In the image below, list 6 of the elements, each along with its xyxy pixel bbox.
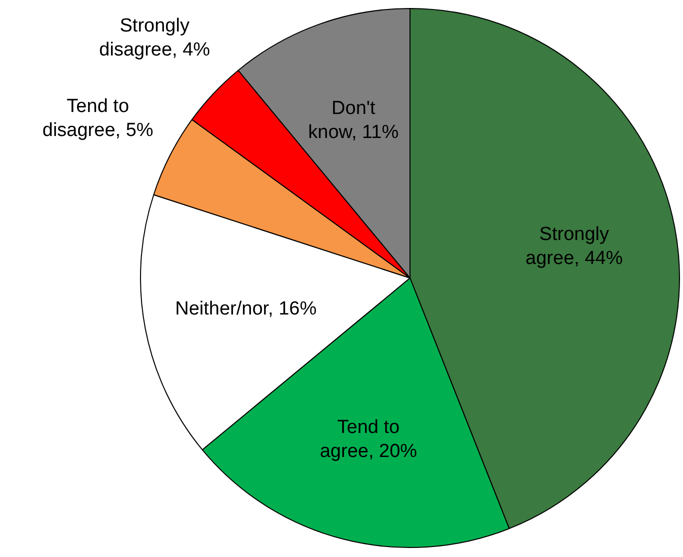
slice-label: Strongly agree, 44%: [526, 224, 623, 269]
slice-label: Tend to agree, 20%: [320, 417, 418, 462]
slice-label: Tend to disagree, 5%: [42, 96, 154, 142]
slice-label: Strongly disagree, 4%: [99, 15, 210, 60]
slice-label: Don't know, 11%: [308, 98, 399, 144]
slice-label: Neither/nor, 16%: [175, 298, 317, 320]
